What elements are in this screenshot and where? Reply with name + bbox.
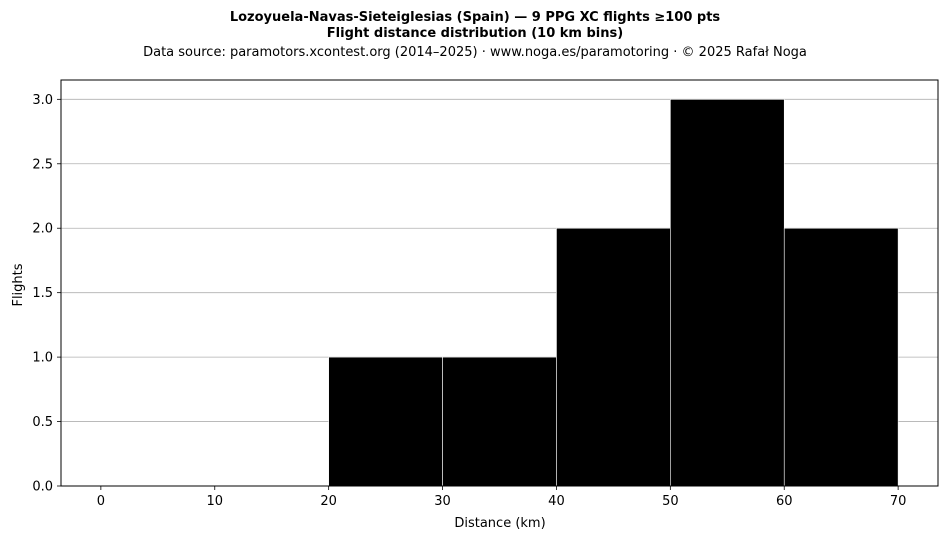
y-tick-label-5: 2.5	[32, 157, 53, 172]
y-tick-label-3: 1.5	[32, 286, 53, 301]
plot-frame	[60, 79, 939, 487]
y-tick-label-4: 2.0	[32, 222, 53, 237]
x-axis-label: Distance (km)	[454, 516, 545, 531]
x-tick-label-20: 20	[320, 494, 337, 509]
bars	[328, 99, 899, 487]
y-tick-label-6: 3.0	[32, 93, 53, 108]
x-axis-ticks: 0 10 20 30 40 50 60 70	[97, 486, 907, 509]
x-tick-label-30: 30	[434, 494, 451, 509]
chart-subtitle: Data source: paramotors.xcontest.org (20…	[143, 45, 807, 60]
chart-title-line1: Lozoyuela-Navas-Sieteiglesias (Spain) — …	[230, 10, 721, 25]
bar-30-40	[442, 356, 557, 487]
x-tick-label-60: 60	[776, 494, 793, 509]
x-tick-label-40: 40	[548, 494, 565, 509]
y-tick-label-1: 0.5	[32, 415, 53, 430]
x-tick-label-10: 10	[206, 494, 223, 509]
bar-60-70	[783, 227, 899, 487]
y-axis-label: Flights	[11, 263, 26, 306]
bar-40-50	[556, 227, 671, 487]
x-tick-label-0: 0	[97, 494, 105, 509]
x-tick-label-50: 50	[662, 494, 679, 509]
y-tick-label-2: 1.0	[32, 351, 53, 366]
x-tick-label-70: 70	[890, 494, 907, 509]
y-tick-label-0: 0.0	[32, 480, 53, 495]
chart-title-line2: Flight distance distribution (10 km bins…	[327, 26, 623, 41]
bar-20-30	[328, 356, 443, 487]
y-axis-ticks: 0.0 0.5 1.0 1.5 2.0 2.5 3.0	[32, 93, 61, 495]
bar-50-60	[670, 99, 785, 487]
